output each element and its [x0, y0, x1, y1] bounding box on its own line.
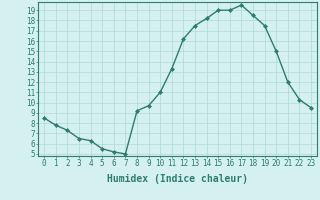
X-axis label: Humidex (Indice chaleur): Humidex (Indice chaleur) — [107, 174, 248, 184]
